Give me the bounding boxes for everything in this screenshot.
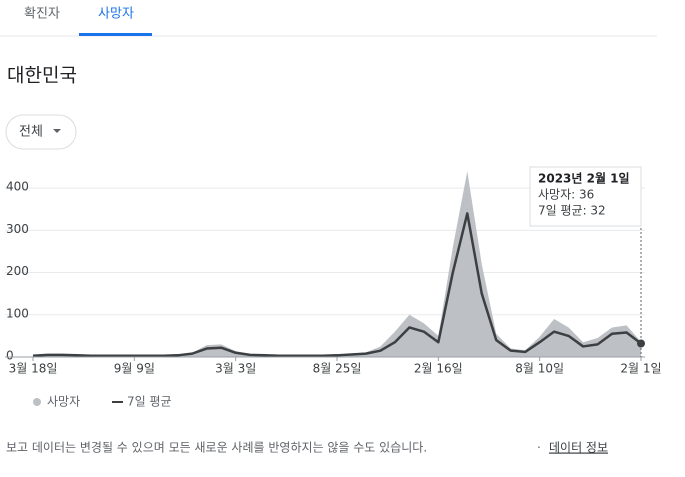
footer-sep: · — [537, 441, 541, 455]
x-tick-label: 3월 18일 — [9, 362, 58, 376]
dropdown-arrow — [53, 129, 61, 133]
x-tick-label: 8월 10일 — [515, 362, 564, 376]
legend-label: 사망자 — [47, 395, 80, 409]
tooltip-text: 2023년 2월 1일 — [538, 171, 630, 186]
y-tick-label: 0 — [6, 349, 14, 363]
x-tick-label: 2월 1일 — [620, 362, 661, 376]
tab-underline — [79, 33, 152, 36]
x-tick-label: 2월 16일 — [414, 362, 463, 376]
footer-text: 보고 데이터는 변경될 수 있으며 모든 새로운 사례를 반영하지는 않을 수도… — [6, 441, 427, 455]
legend-dot — [33, 398, 41, 406]
x-tick-label: 3월 3일 — [215, 362, 256, 376]
tab[interactable]: 확진자 — [24, 7, 60, 22]
y-tick-label: 300 — [6, 222, 29, 236]
hover-dot — [637, 339, 645, 348]
tab-active[interactable]: 사망자 — [98, 7, 134, 22]
x-tick-label: 9월 9일 — [114, 362, 155, 376]
tooltip-text: 7일 평균: 32 — [538, 204, 606, 218]
area — [33, 171, 641, 357]
y-tick-label: 100 — [6, 306, 29, 320]
dropdown[interactable] — [5, 114, 77, 150]
line — [32, 212, 642, 357]
region-title: 대한민국 — [7, 65, 77, 87]
tooltip-text: 사망자: 36 — [538, 188, 594, 202]
legend-label: 7일 평균 — [127, 395, 172, 409]
y-tick-label: 400 — [6, 180, 29, 194]
x-tick-label: 8월 25일 — [313, 362, 362, 376]
dropdown-label: 전체 — [19, 125, 43, 140]
footer-link[interactable]: 데이터 정보 — [549, 441, 608, 455]
y-tick-label: 200 — [6, 264, 29, 278]
tooltip — [529, 166, 642, 227]
